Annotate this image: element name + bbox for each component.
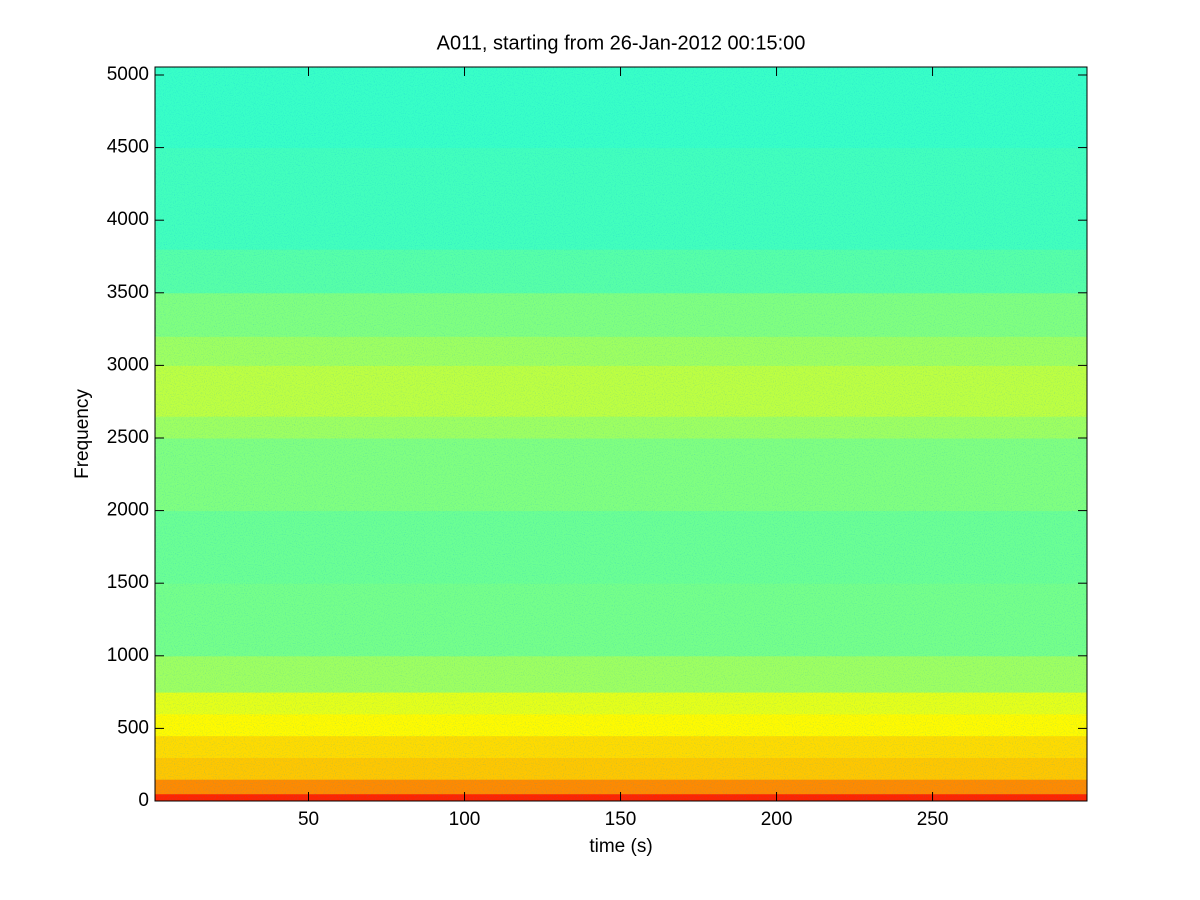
x-tick-label: 250 xyxy=(917,809,949,830)
y-tick-label: 2000 xyxy=(107,500,149,521)
x-tick-label: 100 xyxy=(449,809,481,830)
x-axis-label: time (s) xyxy=(589,836,652,857)
y-tick-label: 2500 xyxy=(107,427,149,448)
y-tick-label: 1000 xyxy=(107,645,149,666)
y-axis-label: Frequency xyxy=(72,389,93,479)
y-tick-label: 4500 xyxy=(107,137,149,158)
y-tick-label: 0 xyxy=(138,790,149,811)
y-tick-label: 3000 xyxy=(107,354,149,375)
chart-title: A011, starting from 26-Jan-2012 00:15:00 xyxy=(437,32,806,54)
x-tick-label: 200 xyxy=(761,809,793,830)
y-tick-label: 3500 xyxy=(107,282,149,303)
y-tick-label: 1500 xyxy=(107,572,149,593)
x-tick-label: 50 xyxy=(298,809,319,830)
noise-texture xyxy=(155,67,1087,801)
y-tick-label: 500 xyxy=(117,717,149,738)
x-tick-label: 150 xyxy=(605,809,637,830)
y-tick-label: 5000 xyxy=(107,64,149,85)
y-tick-label: 4000 xyxy=(107,209,149,230)
